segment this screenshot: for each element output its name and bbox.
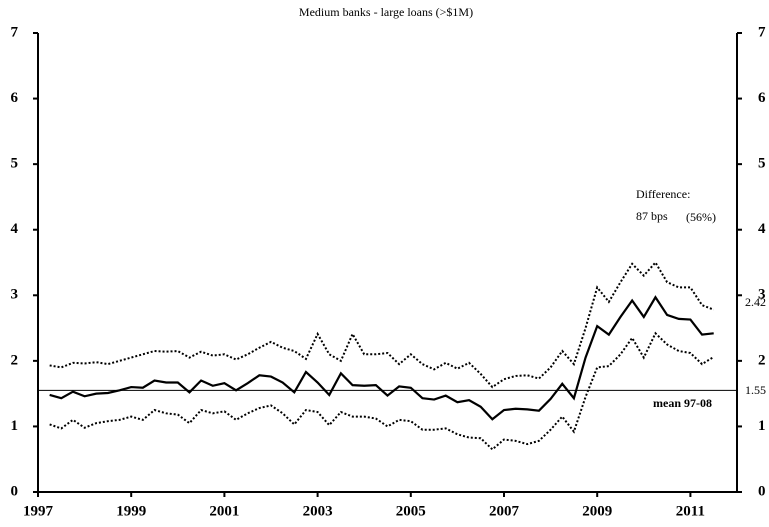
y-tick-label: 6 (11, 90, 19, 106)
x-tick-label: 2001 (209, 503, 239, 519)
y-tick-label: 1 (11, 418, 19, 434)
x-tick-label: 1997 (23, 503, 54, 519)
y2-tick-label: 3 (758, 287, 766, 303)
series-line (49, 260, 715, 389)
annotation: Difference: (636, 187, 690, 201)
y2-tick-label: 4 (758, 221, 766, 237)
y-tick-label: 7 (11, 24, 19, 40)
y-tick-label: 0 (11, 483, 19, 499)
annotation: 87 bps (636, 209, 668, 223)
x-tick-label: 1999 (116, 503, 146, 519)
y-tick-label: 3 (11, 287, 19, 303)
y-tick-label: 4 (11, 221, 19, 237)
chart-title: Medium banks - large loans (>$1M) (299, 5, 473, 19)
end-value-label: 2.42 (745, 295, 766, 309)
series-line (49, 295, 714, 421)
x-tick-label: 2011 (676, 503, 705, 519)
y2-tick-label: 0 (758, 483, 766, 499)
x-tick-label: 2009 (582, 503, 612, 519)
y2-tick-label: 5 (758, 156, 766, 172)
reference-value: 1.55 (745, 383, 766, 397)
y2-tick-label: 2 (758, 352, 766, 368)
x-tick-label: 2007 (489, 503, 520, 519)
y-tick-label: 2 (11, 352, 19, 368)
y2-tick-label: 7 (758, 24, 766, 40)
y2-tick-label: 1 (758, 418, 766, 434)
y-tick-label: 5 (11, 156, 19, 172)
x-tick-label: 2003 (303, 503, 333, 519)
series-line (49, 331, 715, 451)
y2-tick-label: 6 (758, 90, 766, 106)
x-tick-label: 2005 (396, 503, 426, 519)
reference-label: mean 97-08 (653, 396, 712, 410)
annotation: (56%) (686, 210, 716, 224)
